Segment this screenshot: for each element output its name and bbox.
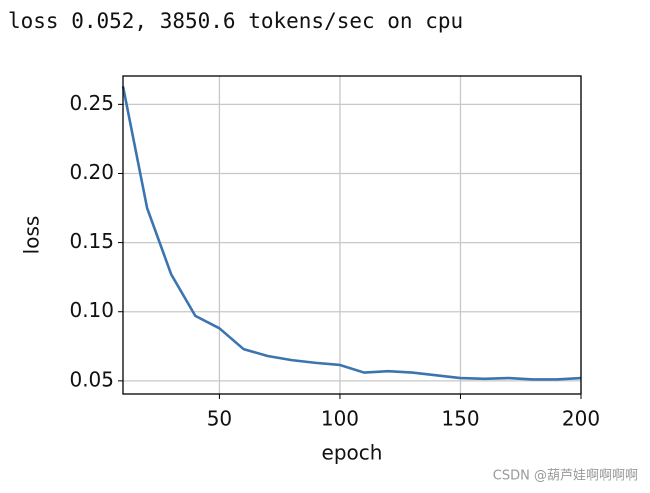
chart-title: loss 0.052, 3850.6 tokens/sec on cpu	[8, 9, 463, 33]
x-tick-label: 50	[207, 407, 232, 431]
x-tick-label: 100	[321, 407, 359, 431]
y-tick-label: 0.05	[69, 367, 114, 391]
x-axis-label: epoch	[322, 441, 383, 465]
y-tick-label: 0.10	[69, 298, 114, 322]
y-tick-label: 0.20	[69, 160, 114, 184]
y-axis-label: loss	[20, 216, 44, 255]
data-line	[121, 86, 582, 381]
axes-frame	[122, 75, 582, 395]
y-tick-label: 0.25	[69, 91, 114, 115]
x-tick-label: 200	[562, 407, 600, 431]
watermark: CSDN @葫芦娃啊啊啊啊	[493, 469, 638, 484]
y-tick-label: 0.15	[69, 229, 114, 253]
x-tick-label: 150	[441, 407, 479, 431]
